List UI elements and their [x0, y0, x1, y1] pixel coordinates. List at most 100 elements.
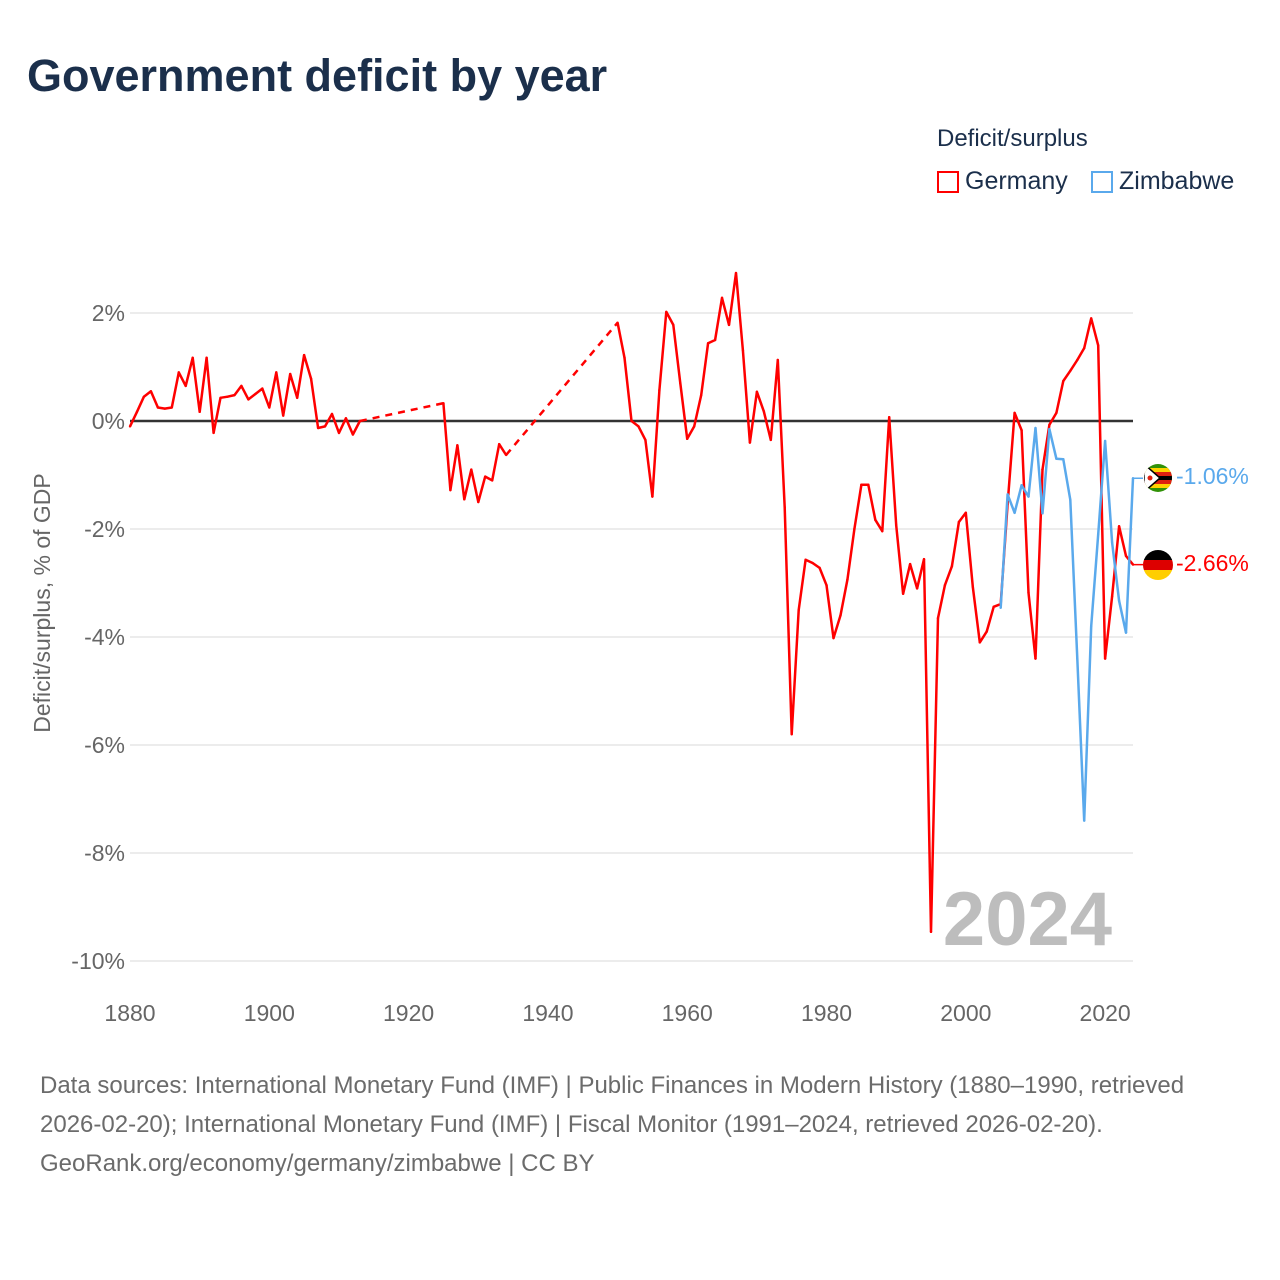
- germany-point: [846, 578, 849, 581]
- germany-point: [309, 377, 313, 381]
- germany-point: [790, 733, 793, 736]
- germany-point: [692, 425, 696, 428]
- germany-end-value: -2.66%: [1176, 550, 1249, 576]
- legend-label-germany: Germany: [965, 167, 1068, 195]
- germany-point: [679, 382, 682, 385]
- x-tick-label: 1880: [104, 1000, 155, 1026]
- germany-point: [1103, 657, 1107, 660]
- zimbabwe-point: [1117, 599, 1121, 603]
- germany-point: [1020, 428, 1023, 432]
- y-tick-label: -2%: [84, 516, 125, 542]
- zimbabwe-point: [1006, 493, 1009, 496]
- germany-point: [163, 407, 167, 410]
- germany-gap-line: [505, 321, 619, 456]
- germany-point: [853, 527, 856, 531]
- germany-point: [616, 321, 619, 324]
- germany-line[interactable]: [128, 271, 1134, 934]
- germany-point: [769, 438, 773, 442]
- germany-point: [240, 384, 243, 388]
- germany-point: [1110, 595, 1114, 598]
- germany-point: [302, 353, 306, 357]
- germany-point: [706, 342, 710, 345]
- germany-point: [915, 587, 919, 590]
- germany-point: [936, 616, 940, 620]
- germany-point: [205, 356, 208, 360]
- germany-point: [282, 414, 285, 417]
- germany-flag-icon: [1143, 550, 1173, 580]
- germany-point: [797, 608, 800, 612]
- germany-point: [261, 387, 264, 390]
- legend-item-germany[interactable]: Germany: [937, 167, 1068, 196]
- germany-point: [623, 356, 626, 360]
- germany-point: [1096, 344, 1100, 347]
- germany-point: [748, 441, 752, 444]
- zimbabwe-point: [1124, 631, 1128, 634]
- germany-point: [275, 371, 278, 374]
- legend-label-zimbabwe: Zimbabwe: [1119, 167, 1235, 195]
- germany-point: [1013, 411, 1016, 415]
- germany-point: [874, 518, 877, 522]
- germany-point: [755, 390, 759, 394]
- germany-point: [727, 323, 731, 327]
- germany-point: [289, 372, 292, 376]
- germany-point: [1117, 525, 1121, 528]
- germany-point: [901, 592, 905, 595]
- germany-point: [337, 431, 341, 435]
- germany-point: [1069, 369, 1072, 372]
- germany-point: [811, 561, 814, 565]
- germany-point: [1055, 411, 1058, 415]
- germany-point: [881, 529, 884, 533]
- y-tick-label: -8%: [84, 840, 125, 866]
- germany-point: [741, 349, 745, 352]
- legend-item-zimbabwe[interactable]: Zimbabwe: [1091, 167, 1234, 196]
- germany-point: [867, 483, 870, 486]
- germany-point: [699, 393, 703, 397]
- zimbabwe-point: [1055, 457, 1058, 460]
- x-tick-label: 2000: [940, 1000, 991, 1026]
- germany-point: [198, 410, 201, 414]
- zimbabwe-point: [1090, 625, 1093, 628]
- germany-point: [456, 444, 459, 447]
- legend-title: Deficit/surplus: [937, 125, 1088, 152]
- x-tick-label: 1900: [244, 1000, 295, 1026]
- x-tick-label: 1980: [801, 1000, 852, 1026]
- germany-point: [254, 392, 257, 396]
- germany-point: [1076, 358, 1079, 362]
- germany-point: [720, 296, 724, 300]
- x-tick-label: 1940: [522, 1000, 573, 1026]
- germany-point: [658, 389, 661, 392]
- germany-point: [971, 585, 974, 588]
- credit-link[interactable]: GeoRank.org/economy/germany/zimbabwe | C…: [40, 1150, 595, 1177]
- germany-point: [992, 605, 995, 608]
- year-watermark: 2024: [943, 877, 1112, 962]
- zimbabwe-point: [1083, 819, 1086, 822]
- y-axis-label: Deficit/surplus, % of GDP: [29, 473, 55, 732]
- germany-point: [832, 636, 835, 640]
- germany-point: [1034, 657, 1037, 660]
- germany-point: [825, 583, 828, 587]
- germany-point: [191, 356, 194, 360]
- germany-point: [142, 395, 146, 398]
- end-labels: -1.06% -2.66%: [1143, 463, 1249, 580]
- y-tick-label: 2%: [92, 300, 125, 326]
- germany-point: [330, 412, 334, 416]
- germany-point: [233, 393, 236, 397]
- x-tick-label: 1960: [662, 1000, 713, 1026]
- germany-point: [978, 641, 981, 644]
- germany-point: [1027, 591, 1030, 594]
- data-sources: Data sources: International Monetary Fun…: [40, 1072, 1185, 1138]
- zimbabwe-point: [1034, 426, 1037, 430]
- germany-point: [128, 425, 132, 428]
- zimbabwe-line[interactable]: [999, 426, 1135, 822]
- germany-point: [860, 483, 863, 486]
- germany-point: [316, 426, 320, 430]
- germany-point: [1048, 423, 1051, 426]
- y-tick-label: -10%: [71, 948, 125, 974]
- germany-point: [1090, 317, 1093, 320]
- x-tick-label: 1920: [383, 1000, 434, 1026]
- zimbabwe-point: [1076, 657, 1079, 660]
- germany-point: [686, 437, 689, 441]
- germany-point: [219, 396, 222, 399]
- y-tick-label: 0%: [92, 408, 125, 434]
